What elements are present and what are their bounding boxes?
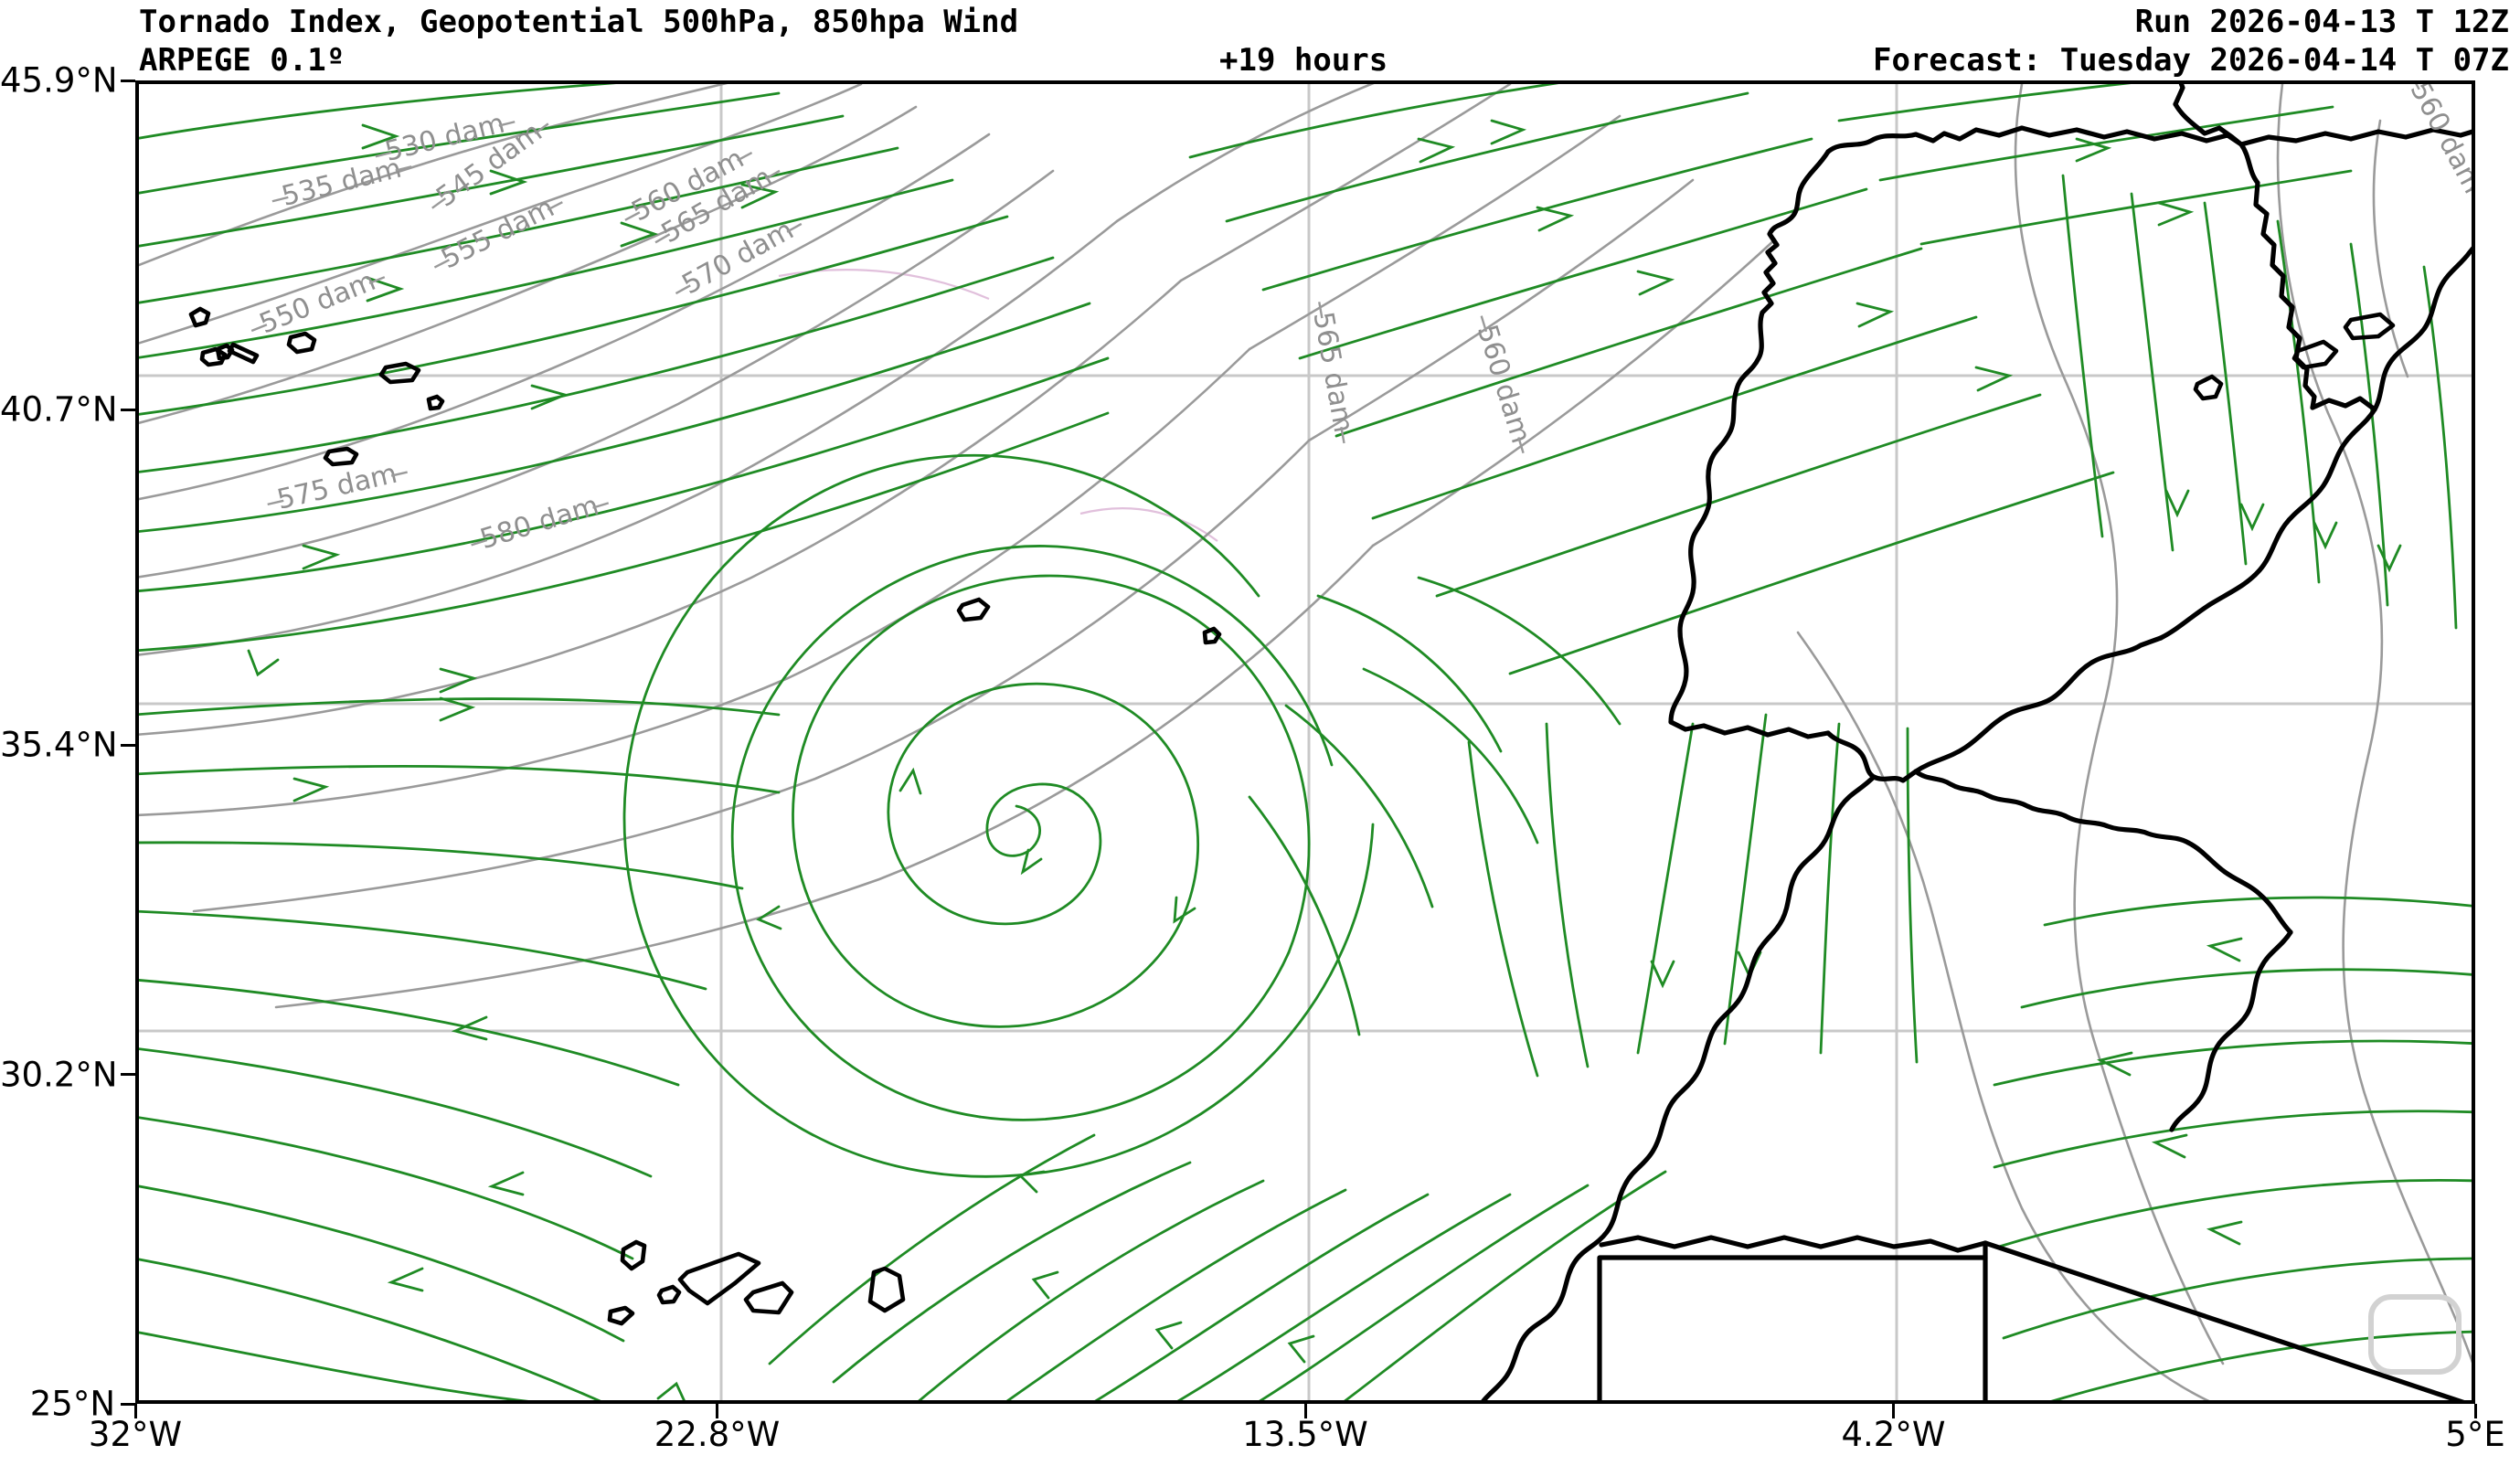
contour-label-leader — [433, 259, 451, 269]
contour-label-leader — [2470, 186, 2472, 203]
contour-label-leader — [1318, 302, 1324, 319]
lon-tick-label-2: 13.5°W — [1242, 1415, 1368, 1454]
lat-tick-label-1: 40.7°N — [0, 389, 118, 430]
contour-label-leader — [1480, 315, 1488, 333]
contour-label-leader — [271, 196, 289, 203]
lon-tick-label-3: 4.2°W — [1841, 1415, 1946, 1454]
contour-label-leader — [267, 499, 284, 506]
map-plot-area: 530 dam 535 dam 545 dam 555 dam 560 dam 565 d… — [135, 80, 2475, 1404]
forecast-time-label: Forecast: Tuesday 2026-04-14 T 07Z — [1873, 42, 2509, 79]
contour-label-leader — [547, 201, 563, 211]
contour-label-leader — [250, 324, 268, 333]
geopotential-contours — [139, 84, 2472, 1400]
map-artifact-box — [2368, 1294, 2462, 1375]
contour-label-12: 560 dam — [2404, 84, 2475, 199]
contour-label-10: 565 dam — [1307, 310, 1360, 436]
lead-time-label: +19 hours — [1219, 42, 1388, 79]
contour-label-leader — [534, 122, 549, 134]
contour-label-leader — [764, 169, 781, 180]
contour-label-leader — [498, 121, 516, 127]
lon-tick-label-0: 32°W — [88, 1415, 183, 1454]
lat-tick-label-0: 45.9°N — [0, 60, 118, 101]
lat-tick-1 — [121, 408, 135, 411]
model-label: ARPEGE 0.1º — [139, 42, 346, 79]
lon-tick-label-4: 5°E — [2445, 1415, 2505, 1454]
contour-label-leader — [1517, 437, 1525, 454]
contour-label-11: 560 dam — [1471, 321, 1536, 447]
lon-tick-0 — [133, 1404, 137, 1418]
islands — [188, 306, 2396, 1326]
lon-tick-label-1: 22.8°W — [654, 1415, 781, 1454]
page-title: Tornado Index, Geopotential 500hPa, 850h… — [139, 4, 1019, 40]
graticule-gridlines — [139, 84, 2472, 1400]
contour-label-leader — [1340, 426, 1345, 444]
contour-label-leader — [368, 276, 386, 285]
wind-streamlines — [139, 84, 2472, 1400]
lon-tick-3 — [1891, 1404, 1895, 1418]
contour-label-leader — [395, 165, 412, 172]
contour-label-leader — [375, 151, 392, 158]
contour-label-leader — [737, 152, 753, 162]
africa-coastline — [1481, 769, 2465, 1400]
lon-tick-2 — [1303, 1404, 1307, 1418]
lon-tick-4 — [2473, 1404, 2477, 1418]
lon-tick-1 — [716, 1404, 719, 1418]
contour-label-leader — [431, 197, 447, 209]
contour-label-leader — [654, 233, 671, 244]
contour-label-leader — [2410, 84, 2420, 90]
contour-label-leader — [390, 471, 408, 477]
lat-tick-4 — [121, 1402, 135, 1406]
contour-label-leader — [675, 284, 691, 295]
lat-tick-label-3: 30.2°N — [0, 1055, 118, 1095]
contour-label-7: 550 dam — [255, 265, 380, 340]
lat-tick-0 — [121, 79, 135, 82]
contour-label-leader — [592, 502, 610, 509]
lat-tick-label-2: 35.4°N — [0, 725, 118, 765]
lat-tick-2 — [121, 743, 135, 747]
contour-label-leader — [471, 538, 488, 547]
coastlines — [1668, 84, 2472, 783]
lat-tick-3 — [121, 1073, 135, 1077]
contour-label-8: 575 dam — [274, 458, 400, 516]
contour-label-leader — [624, 211, 641, 221]
lat-tick-label-4: 25°N — [29, 1384, 115, 1424]
contour-label-leader — [786, 222, 803, 233]
run-time-label: Run 2026-04-13 T 12Z — [2134, 4, 2509, 40]
